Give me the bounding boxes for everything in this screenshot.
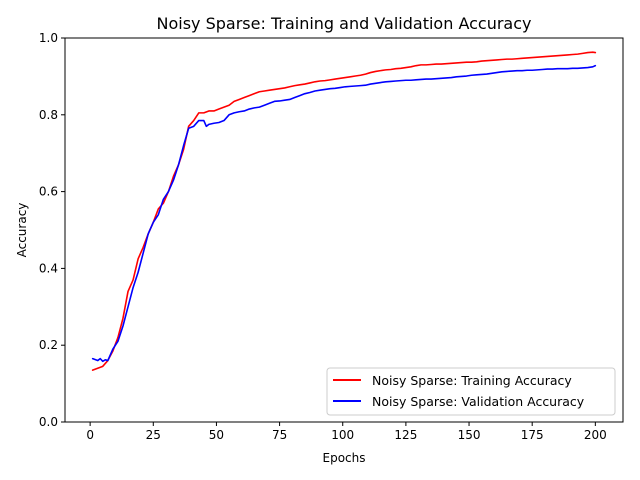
y-tick-label: 0.6	[39, 185, 58, 199]
x-axis-label: Epochs	[323, 451, 366, 465]
legend-box	[326, 367, 616, 416]
x-tick-label: 75	[272, 428, 287, 442]
plot-frame	[64, 37, 624, 423]
x-tick-label: 175	[521, 428, 544, 442]
y-tick-label: 0.4	[39, 261, 58, 275]
y-tick-label: 1.0	[39, 31, 58, 45]
y-axis: 0.0 0.2 0.4 0.6 0.8 1.0	[39, 31, 65, 429]
x-axis: 0 25 50 75 100 125 150 175 200	[86, 422, 607, 442]
plot-area	[64, 37, 624, 423]
y-tick-label: 0.2	[39, 338, 58, 352]
y-tick-label: 0.0	[39, 415, 58, 429]
x-tick-label: 200	[584, 428, 607, 442]
chart-title: Noisy Sparse: Training and Validation Ac…	[157, 14, 532, 33]
x-tick-label: 100	[331, 428, 354, 442]
series-layer	[91, 51, 597, 371]
legend-label-validation: Noisy Sparse: Validation Accuracy	[372, 394, 585, 409]
x-tick-label: 125	[394, 428, 417, 442]
validation-accuracy-line	[91, 64, 597, 363]
x-tick-label: 25	[146, 428, 161, 442]
legend-label-training: Noisy Sparse: Training Accuracy	[372, 373, 572, 388]
x-tick-label: 0	[86, 428, 94, 442]
x-tick-label: 50	[209, 428, 224, 442]
y-axis-label: Accuracy	[15, 203, 29, 258]
legend: Noisy Sparse: Training Accuracy Noisy Sp…	[326, 367, 616, 416]
y-tick-label: 0.8	[39, 108, 58, 122]
x-tick-label: 150	[458, 428, 481, 442]
